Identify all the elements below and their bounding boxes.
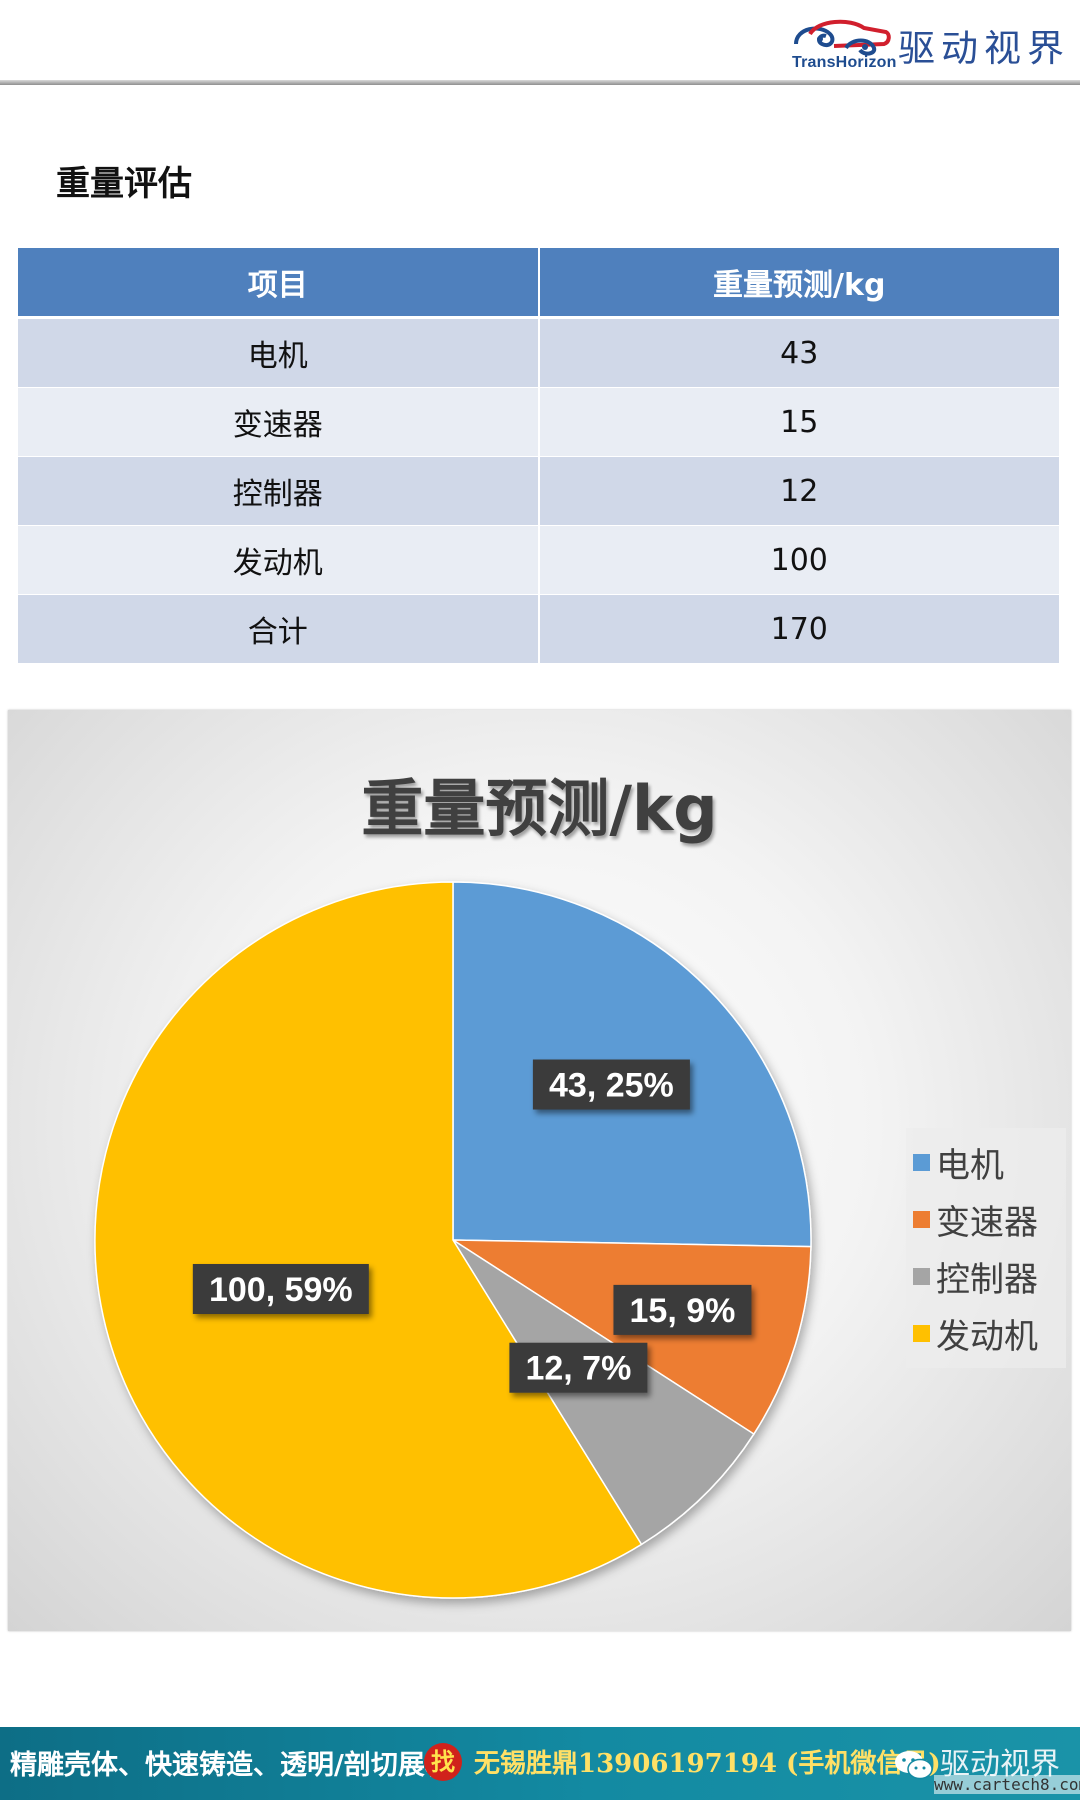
weight-table: 项目 重量预测/kg 电机 43 变速器 15 控制器 12 发动机 100 合… [18, 248, 1059, 664]
table-row: 发动机 100 [18, 525, 1059, 595]
legend-swatch [913, 1211, 930, 1228]
table-cell-weight: 12 [538, 456, 1059, 526]
page-header: TransHorizon 驱动视界 [0, 0, 1080, 85]
legend-item: 变速器 [906, 1191, 1066, 1248]
data-label: 100, 59% [192, 1263, 369, 1314]
column-header-weight: 重量预测/kg [538, 248, 1059, 319]
data-label-text: 15, 9% [630, 1292, 736, 1330]
legend-swatch [913, 1154, 930, 1171]
table-cell-item: 合计 [18, 594, 540, 664]
banner-find-badge: 找 [424, 1743, 462, 1781]
legend-item: 控制器 [906, 1248, 1066, 1305]
data-label-box [613, 1284, 752, 1335]
table-cell-item: 发动机 [18, 525, 540, 595]
data-label-box [532, 1059, 690, 1110]
table-cell-item: 变速器 [18, 387, 540, 457]
data-label-text: 12, 7% [525, 1350, 631, 1388]
table-cell-weight: 170 [538, 594, 1059, 664]
column-header-item: 项目 [18, 248, 540, 319]
wechat-icon [895, 1751, 933, 1780]
legend-label: 电机 [936, 1146, 1004, 1186]
chart-legend: 电机 变速器 控制器 发动机 [906, 1128, 1066, 1368]
ad-banner: 精雕壳体、快速铸造、透明/剖切展机 找 无锡胜鼎13906197194 (手机微… [0, 1727, 1080, 1800]
data-label: 43, 25% [532, 1059, 690, 1110]
legend-label: 控制器 [936, 1260, 1038, 1300]
data-label-text: 43, 25% [549, 1067, 674, 1105]
chart-title: 重量预测/kg [361, 772, 718, 845]
car-swirl-logo-icon [794, 19, 891, 56]
data-label-box [192, 1263, 369, 1314]
pie-chart-panel: 重量预测/kg 43, 25% 15, 9% 12, 7% 100, 59% 电机 变… [8, 710, 1071, 1631]
banner-services-text: 精雕壳体、快速铸造、透明/剖切展机 [10, 1750, 452, 1781]
legend-swatch [913, 1268, 930, 1285]
table-row: 控制器 12 [18, 456, 1059, 526]
table-cell-item: 电机 [18, 317, 540, 388]
legend-item: 发动机 [906, 1305, 1066, 1362]
table-row-total: 合计 170 [18, 594, 1059, 664]
data-label: 12, 7% [509, 1342, 648, 1393]
table-cell-weight: 15 [538, 387, 1059, 457]
logo-chinese-name: 驱动视界 [898, 27, 1070, 70]
legend-swatch [913, 1325, 930, 1342]
data-label-text: 100, 59% [209, 1271, 353, 1309]
table-cell-weight: 43 [538, 317, 1059, 388]
header-divider [0, 80, 1080, 85]
table-row: 电机 43 [18, 317, 1059, 388]
table-header-row: 项目 重量预测/kg [18, 248, 1059, 319]
banner-contact-text: 无锡胜鼎13906197194 (手机微信号) [474, 1749, 941, 1779]
data-label-box [509, 1342, 648, 1393]
logo-subtitle: TransHorizon [792, 54, 897, 71]
table-cell-item: 控制器 [18, 456, 540, 526]
pie-chart: 43, 25% 15, 9% 12, 7% 100, 59% [94, 881, 812, 1599]
section-title: 重量评估 [56, 164, 192, 204]
data-label: 15, 9% [613, 1284, 752, 1335]
table-cell-weight: 100 [538, 525, 1059, 595]
table-row: 变速器 15 [18, 387, 1059, 457]
legend-label: 变速器 [936, 1203, 1038, 1243]
watermark-site: www.cartech8.com [934, 1775, 1080, 1794]
slice-engine [94, 881, 643, 1599]
transhorizon-logo: TransHorizon 驱动视界 [790, 12, 1070, 76]
legend-item: 电机 [906, 1134, 1066, 1191]
legend-label: 发动机 [936, 1317, 1038, 1357]
